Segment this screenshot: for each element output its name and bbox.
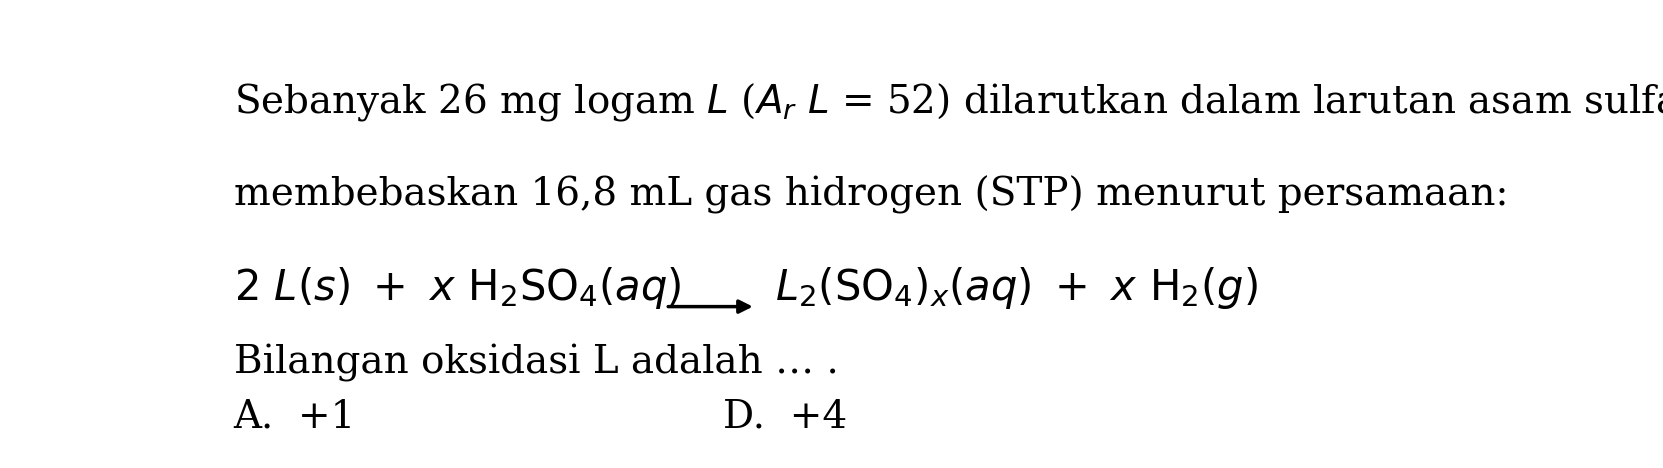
Text: $\it{L}_2(\mathrm{SO_4})_x(\it{aq})\ +\ x\ \mathrm{H_2}(\it{g})$: $\it{L}_2(\mathrm{SO_4})_x(\it{aq})\ +\ … [775,265,1257,311]
Text: D.  +4: D. +4 [723,399,848,436]
Text: membebaskan 16,8 mL gas hidrogen (STP) menurut persamaan:: membebaskan 16,8 mL gas hidrogen (STP) m… [233,175,1508,213]
Text: Bilangan oksidasi L adalah … .: Bilangan oksidasi L adalah … . [233,344,838,382]
Text: Sebanyak 26 mg logam $\it{L}$ ($\it{A}_{r}$ $\it{L}$ = 52) dilarutkan dalam laru: Sebanyak 26 mg logam $\it{L}$ ($\it{A}_{… [233,81,1663,124]
Text: A.  +1: A. +1 [233,399,356,436]
Text: $2\ \it{L}(s)\ +\ x\ \mathrm{H_2SO_4}(\it{aq})$: $2\ \it{L}(s)\ +\ x\ \mathrm{H_2SO_4}(\i… [233,265,680,311]
